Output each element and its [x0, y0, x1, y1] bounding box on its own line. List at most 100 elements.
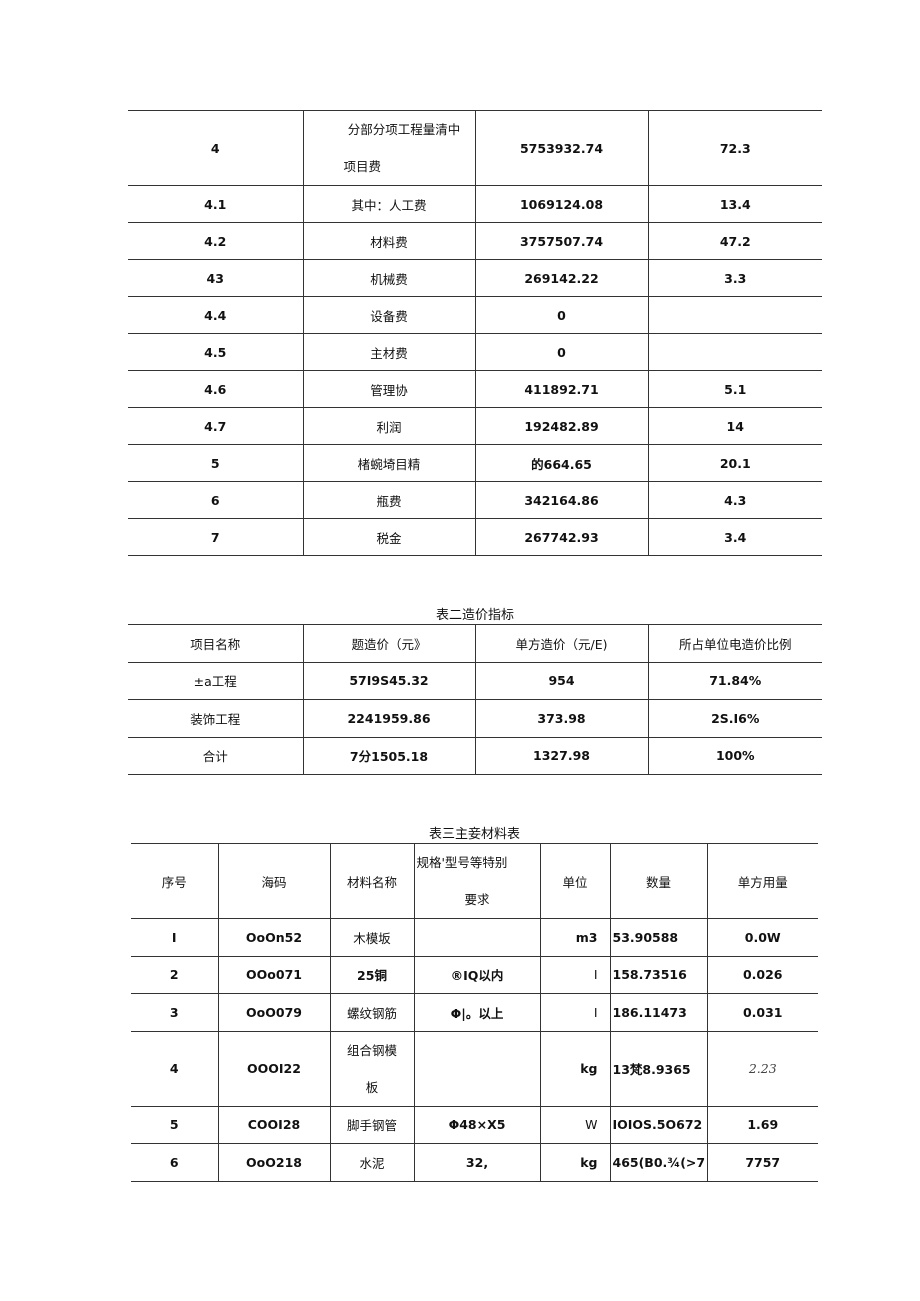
item-name-line1: 分部分项工程量清中 [347, 122, 461, 137]
column-header: 序号 [131, 843, 218, 919]
row-number: 6 [131, 1143, 218, 1182]
ratio: 3.3 [647, 259, 822, 297]
material-name-line2: 板 [365, 1079, 379, 1095]
table-row: ±a工程 57I9S45.32 954 71.84% [128, 661, 822, 700]
item-name: 瓶费 [302, 481, 475, 519]
unit-usage: 1.69 [706, 1105, 818, 1144]
table2-caption: 表二造价指标 [435, 608, 514, 623]
row-number: 3 [131, 993, 218, 1032]
row-number: 4 [131, 1030, 218, 1107]
material-name: 组合钢模板 [329, 1030, 414, 1107]
unit-usage: 2.23 [706, 1030, 818, 1107]
item-name: 其中：人工费 [302, 185, 475, 223]
code: OOo071 [217, 955, 330, 994]
item-name: 分部分项工程量清中项目费 [302, 110, 475, 186]
unit: m3 [539, 918, 610, 957]
table-row: 4.7 利润 192482.89 14 [128, 407, 822, 445]
spec: Φ48×X5 [413, 1105, 540, 1144]
amount: 3757507.74 [474, 222, 648, 260]
material-name: 木模坂 [329, 918, 414, 957]
spec: 32, [413, 1143, 540, 1182]
ratio: 47.2 [647, 222, 822, 260]
column-header: 材料名称 [329, 843, 414, 919]
table-row: 4 OOOI22 组合钢模板 kg 13梵8.9365 2.23 [131, 1030, 818, 1107]
unit-usage: 0.031 [706, 993, 818, 1032]
row-number: 4.7 [128, 407, 303, 445]
spec [413, 1030, 540, 1107]
column-header: 数量 [609, 843, 707, 919]
row-number: 4.6 [128, 370, 303, 408]
table-row: 4.5 主材费 0 [128, 333, 822, 371]
table-row: 4.2 材料费 3757507.74 47.2 [128, 222, 822, 260]
amount: 1069124.08 [474, 185, 648, 223]
ratio: 20.1 [647, 444, 822, 482]
quantity: 158.73516 [609, 955, 707, 994]
unit-usage: 0.026 [706, 955, 818, 994]
code: COOI28 [217, 1105, 330, 1144]
table-row: 5 楮蜿埼目精 的664.65 20.1 [128, 444, 822, 482]
unit-cost: 373.98 [474, 699, 648, 738]
amount: 342164.86 [474, 481, 648, 519]
unit-usage: 7757 [706, 1143, 818, 1182]
item-name: 主材费 [302, 333, 475, 371]
project-name: 合计 [128, 736, 303, 775]
header-line1: 规格'型号等特别 [416, 855, 508, 870]
column-header: 规格'型号等特别要求 [413, 843, 540, 919]
material-name: 脚手钢管 [329, 1105, 414, 1144]
ratio: 13.4 [647, 185, 822, 223]
ratio: 3.4 [647, 518, 822, 556]
header-row: 序号 海码 材料名称 规格'型号等特别 要求 单位 数量 单方用量 [131, 843, 818, 919]
cost-ratio: 100% [647, 736, 822, 775]
row-number: 6 [128, 481, 303, 519]
quantity: 53.90588 [609, 918, 707, 957]
code: OOOI22 [217, 1030, 330, 1107]
column-header: 所占单位电造价比例 [647, 624, 822, 663]
total-cost: 7分1505.18 [302, 736, 475, 775]
amount: 269142.22 [474, 259, 648, 297]
row-number: 5 [131, 1105, 218, 1144]
column-header: 单方用量 [706, 843, 818, 919]
table-row: 6 OoO218 水泥 32, kg 465(B0.¾(>7 7757 [131, 1143, 818, 1182]
unit-usage: 0.0W [706, 918, 818, 957]
item-name: 材料费 [302, 222, 475, 260]
spec [413, 918, 540, 957]
unit-cost: 954 [474, 661, 648, 700]
item-name: 税金 [302, 518, 475, 556]
spec: ®IQ以内 [413, 955, 540, 994]
row-number: 2 [131, 955, 218, 994]
quantity: 465(B0.¾(>7 [609, 1143, 707, 1182]
materials-table: 序号 海码 材料名称 规格'型号等特别 要求 单位 数量 单方用量 I OoOn52… [131, 843, 818, 1182]
table-row: 装饰工程 2241959.86 373.98 2S.I6% [128, 699, 822, 738]
table-row: 合计 7分1505.18 1327.98 100% [128, 736, 822, 775]
item-name-line2: 项目费 [343, 159, 382, 174]
header-line2: 要求 [464, 892, 490, 907]
row-number: 4.2 [128, 222, 303, 260]
cost-summary-table: 4 分部分项工程量清中 项目费 5753932.74 72.3 4.1 其中：人工费… [128, 110, 822, 556]
unit-cost: 1327.98 [474, 736, 648, 775]
table-row: 3 OoO079 螺纹钢筋 Φ|。以上 I 186.11473 0.031 [131, 993, 818, 1032]
ratio [647, 333, 822, 371]
amount: 267742.93 [474, 518, 648, 556]
table-row: 4 分部分项工程量清中 项目费 5753932.74 72.3 [128, 110, 822, 186]
code: OoO079 [217, 993, 330, 1032]
item-name: 设备费 [302, 296, 475, 334]
unit: kg [539, 1143, 610, 1182]
item-name: 管理协 [302, 370, 475, 408]
amount: 的664.65 [474, 444, 648, 482]
item-name: 机械费 [302, 259, 475, 297]
cost-index-table: 项目名称 题造价（元》 单方造价（元/E) 所占单位电造价比例 ±a工程 57I9… [128, 624, 822, 775]
code: OoO218 [217, 1143, 330, 1182]
unit: I [539, 993, 610, 1032]
table-row: 4.4 设备费 0 [128, 296, 822, 334]
row-number: I [131, 918, 218, 957]
ratio: 14 [647, 407, 822, 445]
spec: Φ|。以上 [413, 993, 540, 1032]
amount: 0 [474, 333, 648, 371]
amount: 0 [474, 296, 648, 334]
unit: W [539, 1105, 610, 1144]
total-cost: 57I9S45.32 [302, 661, 475, 700]
cost-ratio: 71.84% [647, 661, 822, 700]
column-header: 海码 [217, 843, 330, 919]
table-row: 5 COOI28 脚手钢管 Φ48×X5 W IOIOS.5O672 1.69 [131, 1105, 818, 1144]
